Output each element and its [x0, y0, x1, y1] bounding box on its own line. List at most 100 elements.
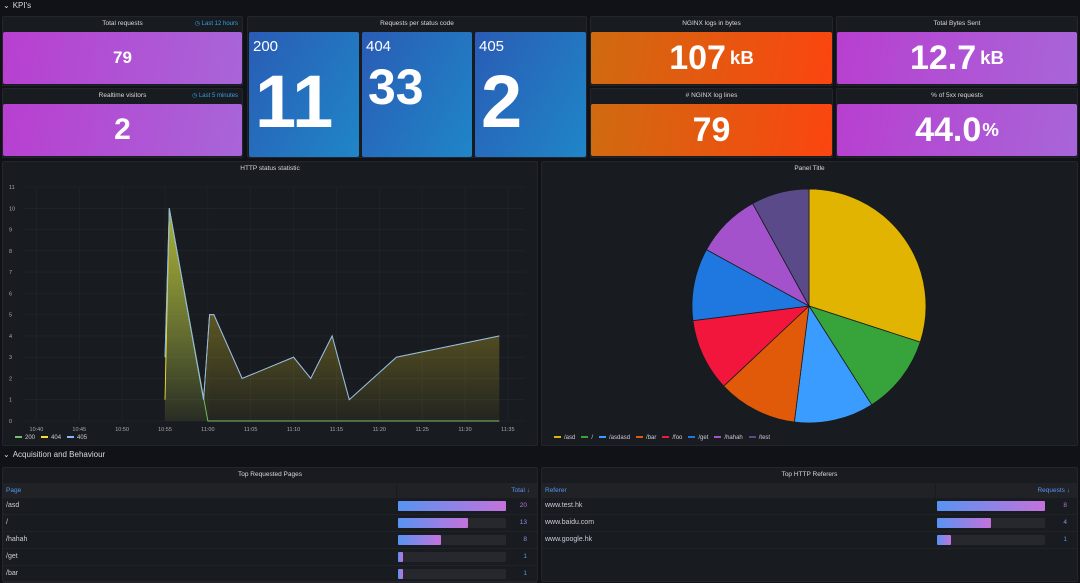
bar-gauge [937, 501, 1045, 511]
table-row[interactable]: www.test.hk 8 [542, 498, 1077, 515]
requests-per-status-panel: Requests per status code 200 11 404 33 405… [247, 16, 587, 158]
bytes-sent-panel: Total Bytes Sent 12.7 kB [836, 16, 1078, 86]
table-row[interactable]: /hahah 8 [3, 532, 537, 549]
x-tick-label: 11:00 [201, 427, 214, 433]
y-tick-label: 0 [9, 419, 12, 425]
x-tick-label: 11:20 [373, 427, 386, 433]
row-acquisition[interactable]: ⌄ Acquisition and Behaviour [3, 450, 106, 459]
table-row[interactable]: /bar 1 [3, 566, 537, 583]
log-lines-panel: # NGINX log lines 79 [590, 88, 833, 158]
table-row[interactable]: /get 1 [3, 549, 537, 566]
legend-item[interactable]: /get [688, 435, 708, 441]
row-value: 1 [1063, 536, 1067, 543]
y-tick-label: 4 [9, 334, 12, 340]
x-tick-label: 11:25 [415, 427, 428, 433]
row-name: /bar [6, 570, 19, 577]
legend-item[interactable]: /test [748, 435, 770, 441]
row-name: www.baidu.com [545, 519, 595, 526]
legend-swatch [554, 436, 561, 439]
column-referer[interactable]: Referer [545, 487, 567, 494]
status-tile-200: 200 11 [249, 32, 359, 157]
legend-item[interactable]: /asd [554, 435, 575, 441]
column-requests[interactable]: Requests ↓ [1037, 487, 1070, 494]
stat-value: 12.7 kB [837, 32, 1077, 84]
x-tick-label: 11:30 [458, 427, 471, 433]
y-tick-label: 6 [9, 291, 12, 297]
y-tick-label: 8 [9, 249, 12, 255]
column-page[interactable]: Page [6, 487, 22, 494]
row-name: www.google.hk [545, 536, 593, 543]
legend-item[interactable]: /bar [636, 435, 656, 441]
legend-swatch [41, 436, 49, 439]
row-kpis[interactable]: ⌄ KPI's [3, 1, 32, 10]
row-name: /get [6, 553, 18, 560]
legend-item[interactable]: 404 [41, 435, 61, 441]
pie-slice[interactable] [691, 249, 811, 322]
x-tick-label: 10:50 [115, 427, 129, 433]
pie-panel: Panel Title /asd //asdasd/bar/foo/get/hah… [541, 161, 1078, 446]
bar-gauge [398, 569, 506, 579]
legend-swatch [748, 436, 756, 439]
column-total[interactable]: Total ↓ [511, 487, 530, 494]
legend-swatch [15, 436, 22, 439]
y-tick-label: 3 [9, 355, 12, 361]
series-area-404 [165, 208, 500, 421]
pie-legend: /asd / /asdasd/bar/foo/get/hahah/test [554, 435, 770, 441]
legend-swatch [662, 436, 670, 439]
bar-gauge [937, 518, 1045, 528]
y-tick-label: 7 [9, 270, 12, 276]
table-row[interactable]: / 13 [3, 515, 537, 532]
status-tile-405: 405 2 [475, 32, 586, 157]
row-name: www.test.hk [545, 502, 583, 509]
legend-item[interactable]: 200 [15, 435, 35, 441]
x-tick-label: 11:35 [501, 427, 514, 433]
timeseries-chart[interactable]: 0 1 2 3 4 5 6 7 8 9 10 11 10:40 10:45 10:50 10:55 11:00 1… [3, 162, 539, 447]
row-value: 8 [1063, 502, 1067, 509]
table-row[interactable]: www.baidu.com 4 [542, 515, 1077, 532]
row-name: /hahah [6, 536, 28, 543]
table-header: Referer Requests ↓ [542, 483, 1077, 498]
legend-item[interactable]: /hahah [714, 435, 743, 441]
legend-swatch [67, 436, 75, 439]
table-header: Page Total ↓ [3, 483, 537, 498]
http-status-chart-panel: HTTP status statistic 0 1 2 3 4 5 6 7 8 9 10 11 10:4… [2, 161, 538, 446]
stat-value: 107 kB [591, 32, 832, 84]
y-tick-label: 10 [9, 206, 15, 212]
y-tick-label: 2 [9, 376, 12, 382]
legend-item[interactable]: / [581, 435, 593, 441]
table-row[interactable]: /asd 20 [3, 498, 537, 515]
pie-slice[interactable] [793, 304, 873, 424]
y-tick-label: 1 [9, 398, 12, 404]
pie-chart[interactable] [542, 162, 1079, 447]
row-value: 8 [523, 536, 527, 543]
clock-icon: ◷ [192, 93, 199, 99]
x-tick-label: 10:45 [72, 427, 86, 433]
row-value: 13 [519, 519, 527, 526]
row-value: 1 [523, 553, 527, 560]
bar-gauge [937, 535, 1045, 545]
bar-gauge [398, 552, 506, 562]
pie-slice[interactable] [808, 188, 927, 343]
time-range-badge[interactable]: ◷ Last 5 minutes [192, 93, 238, 99]
legend-item[interactable]: /foo [662, 435, 682, 441]
pie-slice[interactable] [723, 304, 810, 423]
pie-slice[interactable] [692, 305, 811, 387]
status-tile-404: 404 33 [362, 32, 472, 157]
time-range-badge[interactable]: ◷ Last 12 hours [194, 21, 238, 27]
bar-gauge [398, 518, 506, 528]
row-value: 4 [1063, 519, 1067, 526]
pie-slice[interactable] [752, 188, 810, 307]
nginx-bytes-panel: NGINX logs in bytes 107 kB [590, 16, 833, 86]
table-row[interactable]: www.google.hk 1 [542, 532, 1077, 549]
x-tick-label: 10:55 [158, 427, 172, 433]
top-referers-table: Top HTTP Referers Referer Requests ↓ www… [541, 467, 1078, 582]
x-tick-label: 10:40 [30, 427, 44, 433]
y-tick-label: 11 [9, 185, 15, 191]
legend-item[interactable]: /asdasd [599, 435, 630, 441]
pie-slice[interactable] [808, 305, 921, 406]
row-name: / [6, 519, 8, 526]
legend-swatch [599, 436, 607, 439]
x-tick-label: 11:10 [287, 427, 300, 433]
legend-item[interactable]: 405 [67, 435, 87, 441]
series-line-405[interactable] [164, 208, 500, 401]
